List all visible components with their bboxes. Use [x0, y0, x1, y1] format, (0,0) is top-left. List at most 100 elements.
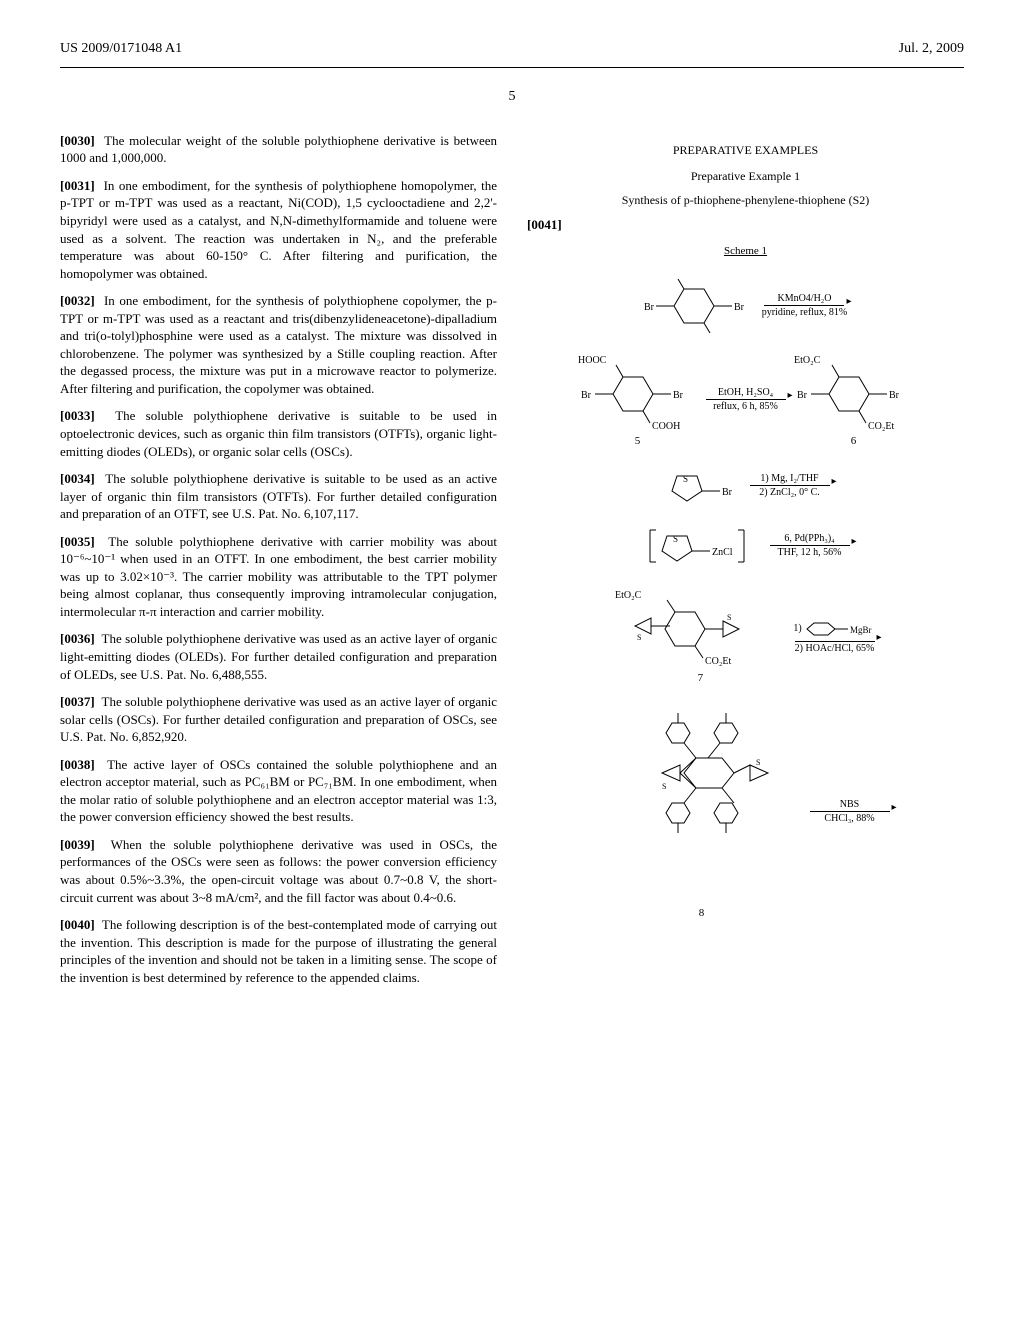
page-number: 5 [60, 88, 964, 107]
reagent-bot: pyridine, reflux, 81% [762, 307, 848, 319]
structure-dibromoxylene: Br Br [644, 277, 754, 335]
para-num: [0037] [60, 694, 95, 709]
svg-text:Br: Br [889, 390, 900, 401]
para-num: [0030] [60, 133, 95, 148]
reaction-arrow-5: 1) MgBr 2) HOAc/HCl, 65% [793, 617, 875, 655]
svg-text:COOH: COOH [652, 421, 680, 431]
reaction-arrow-3: 1) Mg, I₂/THF 2) ZnCl₂, 0° C. [750, 473, 830, 499]
reaction-arrow-4: 6, Pd(PPh₃)₄ THF, 12 h, 56% [770, 533, 850, 559]
para-num: [0034] [60, 471, 95, 486]
svg-text:S: S [683, 474, 688, 484]
para-text: In one embodiment, for the synthesis of … [60, 178, 497, 281]
svg-text:CO₂Et: CO₂Et [868, 421, 894, 431]
scheme-step-3: S Br 1) Mg, I₂/THF 2) ZnCl₂, 0° C. [527, 466, 964, 506]
synthesis-heading: Synthesis of p-thiophene-phenylene-thiop… [527, 192, 964, 208]
para-34: [0034] The soluble polythiophene derivat… [60, 470, 497, 523]
reaction-arrow-2: EtOH, H₂SO₄ reflux, 6 h, 85% [706, 387, 786, 413]
compound-label-6: 6 [794, 435, 914, 448]
structure-7: EtO₂C S S CO₂Et 7 [615, 586, 785, 685]
para-41: [0041] [527, 216, 964, 234]
para-num: [0031] [60, 178, 95, 193]
scheme-step-2: Br Br HOOC COOH 5 EtOH, H₂SO₄ reflux, 6 … [527, 353, 964, 448]
reagent-top: EtOH, H₂SO₄ [718, 387, 773, 399]
compound-label-7: 7 [615, 672, 785, 685]
reagent-top: 6, Pd(PPh₃)₄ [784, 533, 834, 545]
para-text: The soluble polythiophene derivative is … [60, 408, 497, 458]
scheme-step-1: Br Br KMnO4/H₂O pyridine, reflux, 81% [527, 277, 964, 335]
structure-6: Br Br EtO₂C CO₂Et 6 [794, 353, 914, 448]
scheme-step-5: EtO₂C S S CO₂Et 7 1) [527, 586, 964, 685]
para-33: [0033] The soluble polythiophene derivat… [60, 407, 497, 460]
para-text: The soluble polythiophene derivative was… [60, 631, 497, 681]
para-num: [0041] [527, 217, 562, 232]
reagent-bot: CHCl₃, 88% [824, 813, 874, 825]
para-text: The following description is of the best… [60, 917, 497, 985]
prep-examples-heading: PREPARATIVE EXAMPLES [527, 142, 964, 158]
structure-bromothiophene: S Br [662, 466, 742, 506]
para-num: [0032] [60, 293, 95, 308]
reaction-arrow-1: KMnO4/H₂O pyridine, reflux, 81% [762, 293, 848, 319]
para-num: [0038] [60, 757, 95, 772]
patent-date: Jul. 2, 2009 [899, 40, 964, 59]
para-37: [0037] The soluble polythiophene derivat… [60, 693, 497, 746]
reagent-bot: 2) HOAc/HCl, 65% [795, 643, 875, 655]
scheme-step-4: S ZnCl 6, Pd(PPh₃)₄ THF, 12 h, 56% [527, 524, 964, 568]
column-left: [0030] The molecular weight of the solub… [60, 132, 497, 997]
para-text: In one embodiment, for the synthesis of … [60, 293, 497, 396]
para-39: [0039] When the soluble polythiophene de… [60, 836, 497, 906]
para-num: [0036] [60, 631, 95, 646]
svg-text:EtO₂C: EtO₂C [615, 590, 642, 601]
reagent-bot: THF, 12 h, 56% [778, 547, 842, 559]
para-36: [0036] The soluble polythiophene derivat… [60, 630, 497, 683]
svg-text:MgBr: MgBr [850, 625, 872, 635]
para-30: [0030] The molecular weight of the solub… [60, 132, 497, 167]
prep-example-1-heading: Preparative Example 1 [527, 168, 964, 184]
svg-text:S: S [727, 613, 731, 622]
structure-zncl-thiophene: S ZnCl [642, 524, 762, 568]
para-32: [0032] In one embodiment, for the synthe… [60, 292, 497, 397]
svg-text:S: S [673, 534, 678, 544]
svg-text:Br: Br [673, 390, 684, 401]
para-num: [0035] [60, 534, 95, 549]
para-text: The soluble polythiophene derivative is … [60, 471, 497, 521]
svg-text:Br: Br [581, 390, 592, 401]
reagent-top: KMnO4/H₂O [777, 293, 831, 305]
svg-text:S: S [756, 758, 760, 767]
svg-text:Br: Br [722, 487, 733, 498]
two-column-layout: [0030] The molecular weight of the solub… [60, 132, 964, 997]
scheme-label: Scheme 1 [527, 244, 964, 259]
para-38: [0038] The active layer of OSCs containe… [60, 756, 497, 826]
structure-5: Br Br HOOC COOH 5 [578, 353, 698, 448]
reagent-top: 1) Mg, I₂/THF [760, 473, 818, 485]
para-40: [0040] The following description is of t… [60, 916, 497, 986]
reagent-top: NBS [840, 799, 859, 811]
column-right: PREPARATIVE EXAMPLES Preparative Example… [527, 132, 964, 997]
para-text: The molecular weight of the soluble poly… [60, 133, 497, 166]
structure-8: S S 8 [602, 703, 802, 920]
para-text: The active layer of OSCs contained the s… [60, 757, 497, 825]
svg-text:CO₂Et: CO₂Et [705, 656, 731, 667]
para-num: [0033] [60, 408, 95, 423]
para-31: [0031] In one embodiment, for the synthe… [60, 177, 497, 282]
svg-text:S: S [662, 782, 666, 791]
para-35: [0035] The soluble polythiophene derivat… [60, 533, 497, 621]
header-rule [60, 67, 964, 68]
svg-text:EtO₂C: EtO₂C [794, 355, 821, 366]
compound-label-8: 8 [602, 907, 802, 920]
svg-text:Br: Br [734, 302, 745, 313]
reagent-top-with-structure: 1) MgBr [793, 617, 875, 641]
svg-text:Br: Br [644, 302, 655, 313]
para-num: [0039] [60, 837, 95, 852]
patent-id: US 2009/0171048 A1 [60, 40, 182, 59]
reagent-bot: reflux, 6 h, 85% [713, 401, 778, 413]
svg-text:ZnCl: ZnCl [712, 547, 733, 558]
svg-text:HOOC: HOOC [578, 355, 607, 366]
para-text: The soluble polythiophene derivative was… [60, 694, 497, 744]
para-text: The soluble polythiophene derivative wit… [60, 534, 497, 619]
svg-text:Br: Br [797, 390, 808, 401]
compound-label-5: 5 [578, 435, 698, 448]
svg-text:S: S [637, 633, 641, 642]
para-text: When the soluble polythiophene derivativ… [60, 837, 497, 905]
scheme-step-6: S S 8 NBS CHCl [527, 703, 964, 920]
reagent-bot: 2) ZnCl₂, 0° C. [759, 487, 820, 499]
